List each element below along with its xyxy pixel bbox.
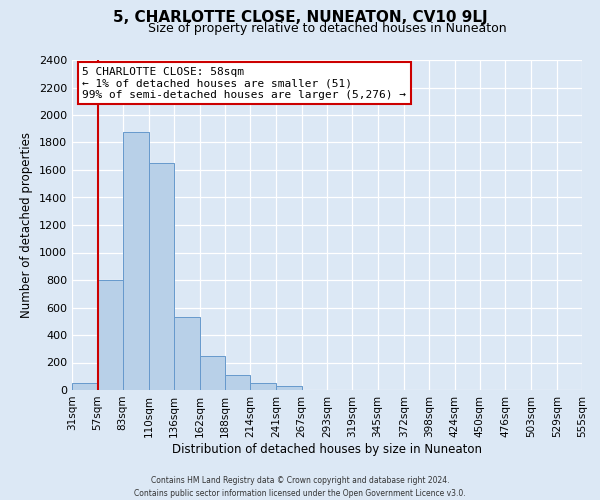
Bar (277, 386, 302, 390)
Title: Size of property relative to detached houses in Nuneaton: Size of property relative to detached ho… (148, 22, 506, 35)
Bar (72, 383, 97, 390)
Bar (122, 132, 149, 390)
Bar (250, 383, 277, 390)
Bar (225, 375, 250, 390)
Text: Contains HM Land Registry data © Crown copyright and database right 2024.
Contai: Contains HM Land Registry data © Crown c… (134, 476, 466, 498)
Y-axis label: Number of detached properties: Number of detached properties (20, 132, 34, 318)
Bar (174, 317, 200, 390)
Bar (199, 356, 225, 390)
Text: 5, CHARLOTTE CLOSE, NUNEATON, CV10 9LJ: 5, CHARLOTTE CLOSE, NUNEATON, CV10 9LJ (113, 10, 487, 25)
Bar (149, 163, 174, 390)
X-axis label: Distribution of detached houses by size in Nuneaton: Distribution of detached houses by size … (172, 442, 482, 456)
Text: 5 CHARLOTTE CLOSE: 58sqm
← 1% of detached houses are smaller (51)
99% of semi-de: 5 CHARLOTTE CLOSE: 58sqm ← 1% of detache… (82, 66, 406, 100)
Bar (97, 280, 122, 390)
